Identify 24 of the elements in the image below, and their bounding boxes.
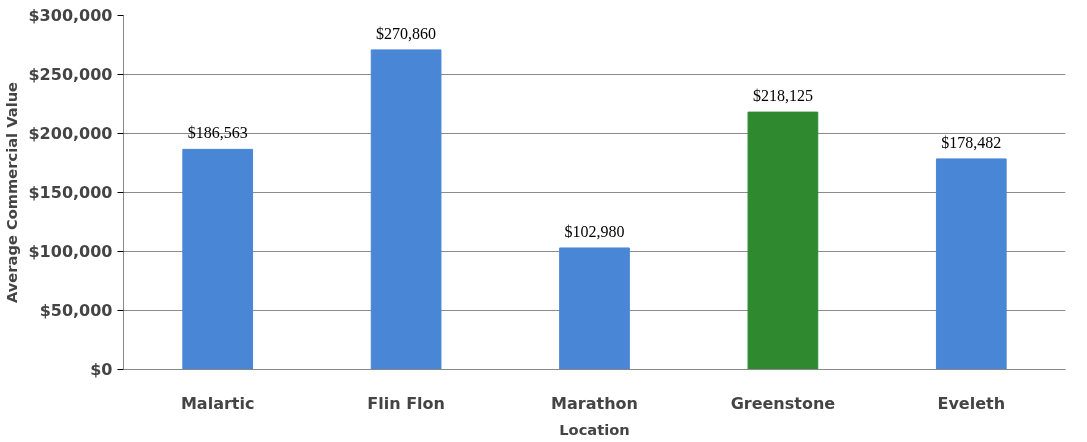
y-tick-label: $200,000 <box>28 124 113 143</box>
x-tick-label: Eveleth <box>937 393 1006 413</box>
y-tick-label: $250,000 <box>28 65 113 84</box>
bar <box>370 49 442 370</box>
x-tick-label: Marathon <box>551 393 638 413</box>
data-label: $218,125 <box>752 87 813 105</box>
x-tick-label: Malartic <box>180 393 255 413</box>
data-label: $186,563 <box>187 124 248 142</box>
y-tick-label: $0 <box>90 360 113 379</box>
y-tick-label: $150,000 <box>28 183 113 202</box>
data-label: $178,482 <box>941 133 1002 151</box>
x-tick-label: Flin Flon <box>367 393 445 413</box>
bar <box>747 111 819 370</box>
data-label: $270,860 <box>376 24 437 42</box>
bar <box>935 158 1007 370</box>
bar <box>559 247 630 370</box>
x-axis-title: Location <box>559 420 630 438</box>
y-tick-label: $50,000 <box>39 301 113 320</box>
data-label: $102,980 <box>564 222 625 240</box>
y-tick-label: $300,000 <box>28 6 113 25</box>
x-tick-label: Greenstone <box>730 393 836 413</box>
bar <box>182 148 254 370</box>
y-axis-title: Average Commercial Value <box>3 81 21 304</box>
y-tick-label: $100,000 <box>28 242 113 261</box>
